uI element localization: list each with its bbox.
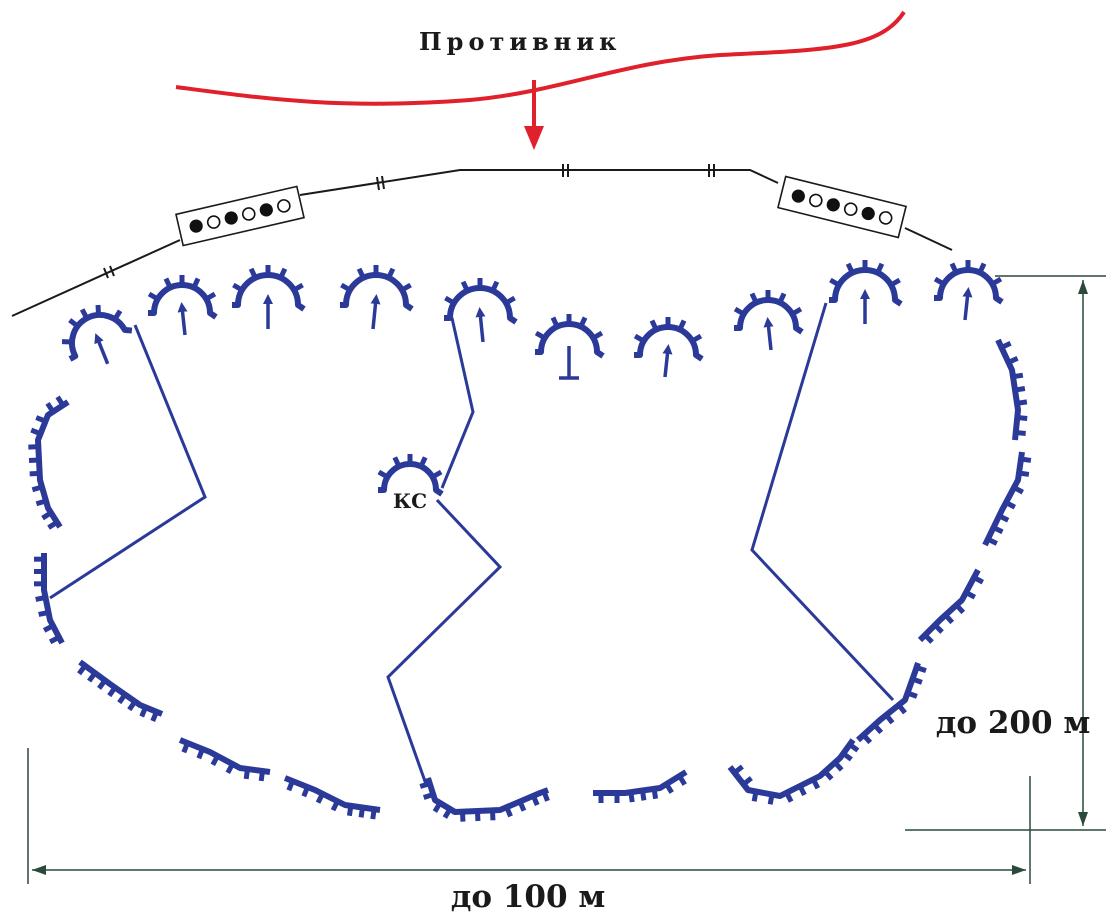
perimeter-trench-segment [982, 451, 1032, 547]
width-dimension [27, 748, 1031, 884]
width-label: до 100 м [451, 879, 606, 915]
perimeter-trench-segment [593, 769, 688, 803]
enemy-direction-arrow [524, 80, 544, 150]
perimeter-trench-segment [917, 568, 985, 644]
firing-position [829, 260, 903, 324]
firing-position [633, 317, 704, 378]
firing-position [733, 290, 804, 351]
firing-position [933, 260, 1004, 321]
right-minefield [777, 175, 907, 239]
wire-obstacle [11, 164, 953, 317]
firing-position [340, 265, 414, 330]
command-post-position [377, 454, 444, 497]
left-minefield [175, 185, 305, 247]
firing-position [61, 304, 133, 365]
command-post-label: КС [393, 489, 427, 513]
communication-trenches [49, 302, 895, 788]
depth-dimension [905, 275, 1106, 831]
perimeter-trench [28, 338, 1032, 822]
depth-label: до 200 м [936, 705, 1091, 741]
enemy-label: Противник [419, 27, 622, 56]
perimeter-trench-segment [727, 738, 860, 805]
firing-position [147, 275, 218, 336]
enemy-front-line [175, 10, 906, 106]
perimeter-trench-segment [77, 659, 164, 722]
firing-positions [61, 260, 1004, 497]
perimeter-trench-segment [28, 395, 70, 530]
firing-position [232, 265, 306, 329]
perimeter-trench-segment [34, 553, 65, 645]
firing-position [534, 314, 605, 380]
perimeter-trench-segment [419, 777, 550, 822]
perimeter-trench-segment [178, 737, 271, 782]
perimeter-trench-segment [855, 662, 927, 745]
perimeter-trench-segment [995, 338, 1028, 441]
firing-position [444, 278, 518, 343]
perimeter-trench-segment [283, 775, 381, 820]
